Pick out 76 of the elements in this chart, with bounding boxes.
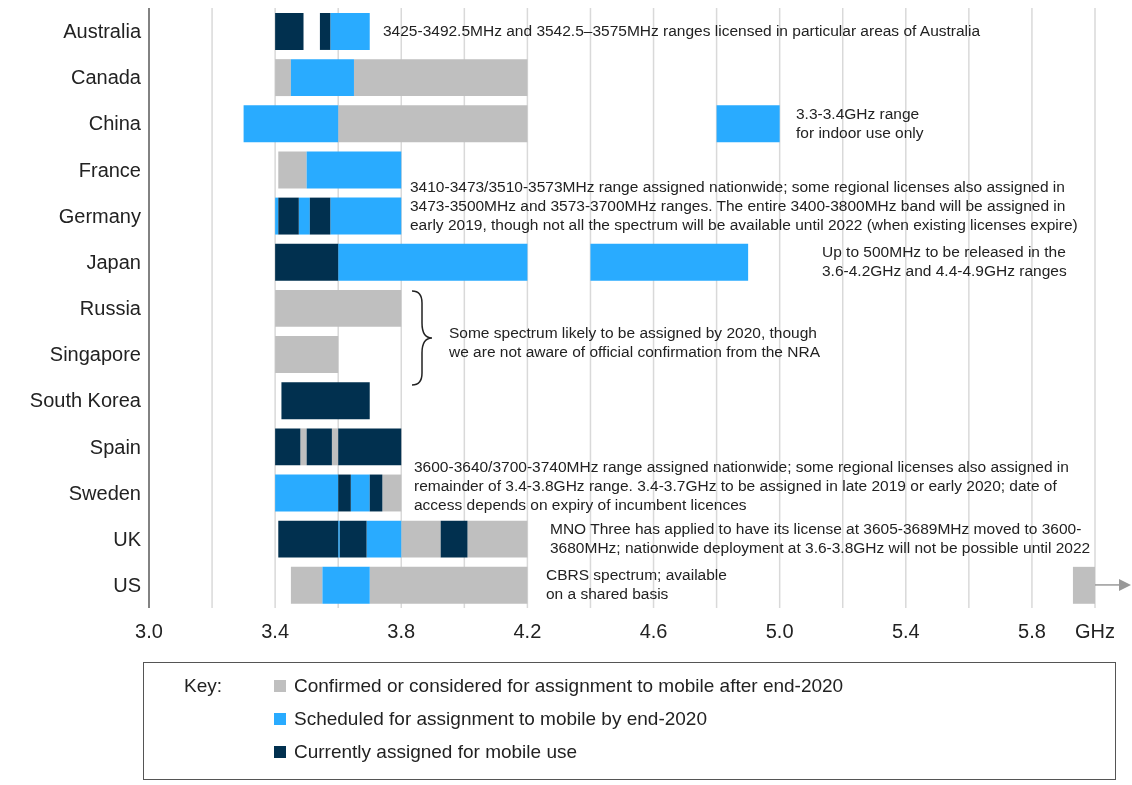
bar — [338, 428, 402, 466]
bar — [1072, 566, 1095, 604]
y-tick-label: US — [113, 574, 141, 597]
bar — [275, 243, 339, 281]
y-tick-label: Japan — [86, 250, 141, 273]
bar — [369, 474, 383, 512]
y-tick-label: UK — [113, 527, 142, 550]
annotation: CBRS spectrum; available on a shared basis — [546, 566, 727, 603]
bar — [330, 13, 370, 50]
bar — [350, 474, 370, 512]
bar — [300, 428, 307, 466]
x-tick-label: 5.4 — [891, 620, 920, 643]
bar — [275, 197, 279, 235]
annotation: 3410-3473/3510-3573MHz range assigned nationwide; some regional licenses also assigned in 3473-3500MHz and 3573-3700MHz ranges. The entire 3400-3800MHz band will be assigned in early 2019, though not all the spectrum will be available until 2022 (when existing licenses expire) — [410, 178, 1078, 234]
x-tick-label: GHz — [1075, 620, 1115, 643]
bar — [278, 151, 307, 189]
y-tick-label: Australia — [63, 20, 142, 43]
annotation: 3600-3640/3700-3740MHz range assigned nationwide; some regional licenses also assigned in remainder of 3.4-3.8GHz range. 3.4-3.7GHz to be assigned in late 2019 or early 2020; date of access depends on expiry of incumbent licences — [414, 457, 1069, 513]
bar — [467, 520, 528, 558]
x-tick-label: 3.0 — [135, 620, 163, 643]
annotation: 3425-3492.5MHz and 3542.5–3575MHz ranges licensed in particular areas of Australia — [383, 22, 981, 40]
bar — [369, 566, 528, 604]
bar — [440, 520, 468, 558]
bar — [330, 197, 402, 235]
y-tick-label: Germany — [58, 204, 141, 227]
annotation: 3.3-3.4GHz range for indoor use only — [796, 104, 924, 141]
bar — [243, 105, 339, 143]
legend-label: Scheduled for assignment to mobile by end-2020 — [294, 707, 707, 730]
bar — [275, 13, 304, 50]
annotation: Some spectrum likely to be assigned by 2020, though we are not aware of official confirmation from the NRA — [448, 324, 821, 361]
bar — [278, 197, 299, 235]
y-tick-label: Russia — [79, 297, 142, 320]
bar — [290, 566, 323, 604]
bar — [338, 105, 528, 143]
legend-label: Confirmed or considered for assignment to mobile after end-2020 — [294, 674, 844, 697]
bar — [275, 59, 291, 97]
bar — [306, 151, 402, 189]
bar — [401, 520, 441, 558]
bar — [298, 197, 310, 235]
y-tick-label: Sweden — [68, 481, 141, 504]
y-tick-label: Spain — [89, 435, 141, 458]
bar — [590, 243, 749, 281]
legend-label: Currently assigned for mobile use — [294, 740, 578, 763]
bar — [275, 336, 339, 373]
bar — [278, 520, 339, 558]
y-tick-label: Canada — [70, 66, 142, 89]
bar — [290, 59, 354, 97]
bar — [338, 474, 351, 512]
x-tick-label: 3.8 — [387, 620, 416, 643]
x-tick-label: 4.6 — [639, 620, 668, 643]
annotation: Up to 500MHz to be released in the 3.6-4.2GHz and 4.4-4.9GHz ranges — [822, 243, 1067, 280]
bar — [319, 13, 331, 50]
x-tick-label: 3.4 — [261, 620, 290, 643]
bar — [275, 474, 339, 512]
bar — [309, 197, 331, 235]
bar — [281, 382, 370, 420]
bar — [339, 520, 367, 558]
bar — [331, 428, 339, 466]
x-tick-label: 4.2 — [513, 620, 542, 643]
legend-title: Key: — [184, 675, 223, 697]
y-tick-label: South Korea — [29, 389, 142, 412]
x-tick-label: 5.0 — [765, 620, 794, 643]
y-tick-label: Singapore — [49, 343, 141, 366]
bar — [306, 428, 332, 466]
bar — [275, 289, 402, 327]
x-tick-label: 5.8 — [1018, 620, 1046, 643]
y-tick-label: China — [88, 112, 142, 135]
bar — [338, 243, 528, 281]
bar — [322, 566, 370, 604]
bar — [716, 105, 780, 143]
bar — [275, 428, 301, 466]
bar — [382, 474, 402, 512]
bar — [366, 520, 402, 558]
y-tick-label: France — [78, 158, 141, 181]
bar — [353, 59, 528, 97]
annotation: MNO Three has applied to have its license at 3605-3689MHz moved to 3600- 3680MHz; nationwide deployment at 3.6-3.8GHz will not be possible until 2022 — [550, 520, 1091, 557]
